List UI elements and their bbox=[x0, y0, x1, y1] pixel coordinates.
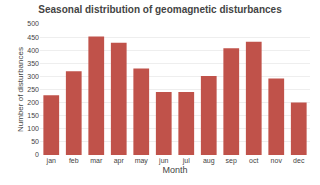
svg-text:150: 150 bbox=[27, 112, 39, 119]
svg-text:Number of disturbances: Number of disturbances bbox=[16, 47, 25, 132]
svg-text:450: 450 bbox=[27, 34, 39, 41]
svg-text:0: 0 bbox=[35, 151, 39, 158]
svg-text:Seasonal distribution of geoma: Seasonal distribution of geomagnetic dis… bbox=[38, 4, 282, 15]
svg-text:jul: jul bbox=[182, 157, 190, 165]
svg-text:400: 400 bbox=[27, 47, 39, 54]
svg-text:jun: jun bbox=[158, 157, 168, 165]
svg-text:350: 350 bbox=[27, 60, 39, 67]
svg-text:feb: feb bbox=[69, 157, 79, 164]
svg-text:dec: dec bbox=[293, 157, 305, 164]
svg-text:sep: sep bbox=[226, 157, 237, 165]
svg-text:nov: nov bbox=[271, 157, 283, 164]
svg-text:jan: jan bbox=[46, 157, 56, 165]
svg-text:200: 200 bbox=[27, 99, 39, 106]
svg-text:apr: apr bbox=[114, 157, 125, 165]
svg-text:300: 300 bbox=[27, 73, 39, 80]
svg-text:may: may bbox=[135, 157, 149, 165]
svg-text:100: 100 bbox=[27, 125, 39, 132]
svg-text:Month: Month bbox=[162, 165, 187, 175]
svg-text:500: 500 bbox=[27, 20, 39, 27]
svg-text:aug: aug bbox=[203, 157, 215, 165]
svg-text:oct: oct bbox=[249, 157, 258, 164]
svg-text:250: 250 bbox=[27, 86, 39, 93]
svg-text:50: 50 bbox=[31, 138, 39, 145]
svg-text:mar: mar bbox=[90, 157, 103, 164]
